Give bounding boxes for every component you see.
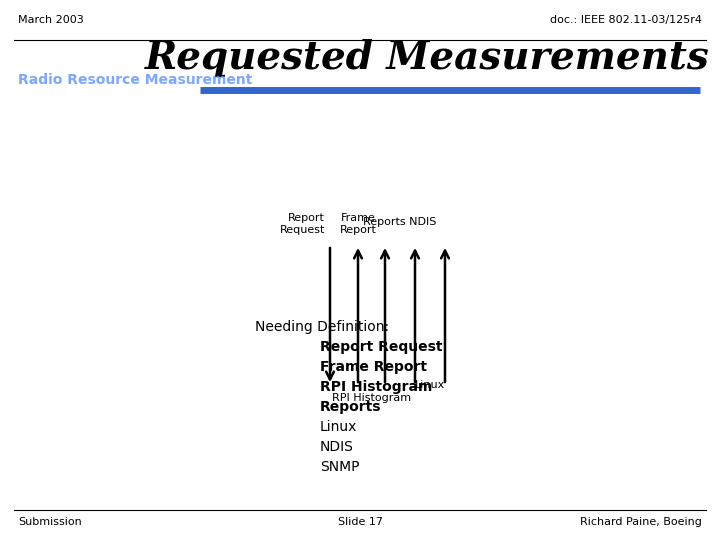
Text: Requested Measurements: Requested Measurements [145, 39, 710, 77]
Text: Linux: Linux [415, 380, 445, 390]
Text: Radio Resource Measurement: Radio Resource Measurement [18, 73, 253, 87]
Text: Report Request: Report Request [320, 340, 443, 354]
Text: Reports NDIS: Reports NDIS [364, 217, 437, 227]
Text: doc.: IEEE 802.11-03/125r4: doc.: IEEE 802.11-03/125r4 [550, 15, 702, 25]
Text: Slide 17: Slide 17 [338, 517, 382, 527]
Text: Linux: Linux [320, 420, 357, 434]
Text: Reports: Reports [320, 400, 382, 414]
Text: NDIS: NDIS [320, 440, 354, 454]
Text: Frame Report: Frame Report [320, 360, 427, 374]
Text: March 2003: March 2003 [18, 15, 84, 25]
Text: SNMP: SNMP [320, 460, 359, 474]
Text: Submission: Submission [18, 517, 82, 527]
Text: RPI Histogram: RPI Histogram [332, 393, 411, 403]
Text: Frame
Report: Frame Report [340, 213, 377, 235]
Text: RPI Histogram: RPI Histogram [320, 380, 433, 394]
Text: Needing Definition:: Needing Definition: [255, 320, 389, 334]
Text: Report
Request: Report Request [279, 213, 325, 235]
Text: Richard Paine, Boeing: Richard Paine, Boeing [580, 517, 702, 527]
